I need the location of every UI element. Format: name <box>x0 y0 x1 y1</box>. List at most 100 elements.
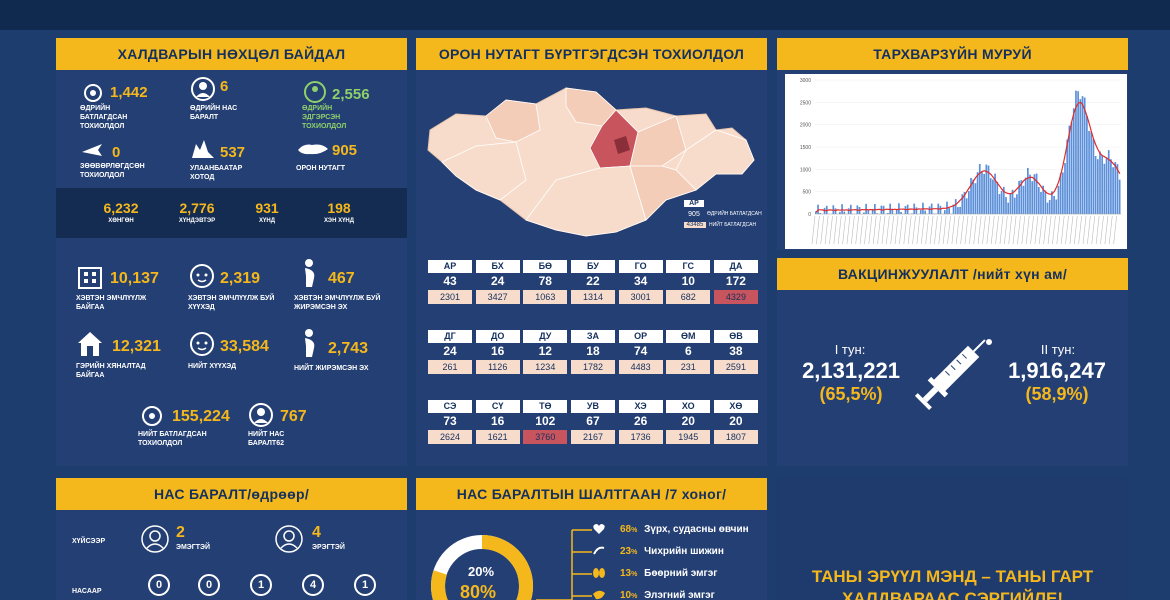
region-total: 2624 <box>428 430 472 444</box>
gender-row-label: ХҮЙСЭЭР <box>72 538 106 545</box>
region-daily-count: 172 <box>725 274 746 288</box>
baby-icon <box>190 264 214 288</box>
region-total: 261 <box>428 360 472 374</box>
virus-cluster-icon <box>142 406 162 426</box>
heart-icon <box>593 524 605 534</box>
epi-bar <box>1018 180 1020 214</box>
epi-bar <box>978 163 981 214</box>
y-tick-label: 1500 <box>800 145 811 151</box>
dose1-value: 2,131,221 <box>802 358 900 383</box>
epi-bar <box>900 211 902 214</box>
dose1-pct: (65,5%) <box>819 384 883 404</box>
epi-bar <box>996 181 999 214</box>
female-count: 2 <box>176 524 185 541</box>
epi-bar <box>992 179 994 214</box>
region-daily-count: 22 <box>586 274 600 288</box>
severity-mild: 6,232 ХӨНГӨН <box>103 200 139 224</box>
epi-bar <box>1077 91 1079 214</box>
epi-bar <box>965 198 968 214</box>
epi-bar <box>1040 191 1042 214</box>
legend-code: АР <box>684 200 704 207</box>
region-cell: ЗА 18 1782 <box>570 330 615 374</box>
epi-bar <box>961 194 964 214</box>
region-total: 1063 <box>523 290 568 304</box>
age-group-5: 1 <box>354 574 376 596</box>
region-cell: ДО 16 1126 <box>475 330 520 374</box>
region-total: 1945 <box>666 430 711 444</box>
epi-bar <box>847 208 850 214</box>
region-total: 1126 <box>475 360 520 374</box>
epi-bar <box>1090 131 1093 214</box>
age-group-2: 0 <box>198 574 220 596</box>
epi-bar <box>963 191 966 214</box>
vaccination-panel: ВАКЦИНЖУУЛАЛТ /нийт хүн ам/ I тун: 2,131… <box>777 258 1128 466</box>
epi-bar <box>983 173 985 214</box>
region-code: ЗА <box>570 330 615 343</box>
house-icon <box>78 332 102 356</box>
region-total: 2591 <box>713 360 758 374</box>
region-daily-count: 26 <box>633 414 648 428</box>
epi-bar <box>1110 159 1112 214</box>
region-total: 4329 <box>713 290 758 304</box>
region-cell: ХО 20 1945 <box>666 400 711 444</box>
region-cell: ДА 172 4329 <box>713 260 758 304</box>
epi-bar <box>1005 197 1007 214</box>
epi-bar <box>957 207 959 214</box>
epi-bar <box>876 213 878 214</box>
region-row: АР 43 2301 БХ 24 3427 БӨ 78 1063 БУ 22 1314 ГО 34 3001… <box>428 260 758 304</box>
y-tick-label: 2500 <box>800 100 811 106</box>
region-daily-count: 24 <box>443 344 457 358</box>
dose2-value: 1,916,247 <box>1008 358 1106 383</box>
epi-bar <box>1009 193 1012 214</box>
epi-bar <box>1057 185 1060 214</box>
regions-title: ОРОН НУТАГТ БҮРТГЭГДСЭН ТОХИОЛДОЛ <box>416 38 767 70</box>
epi-bar <box>994 173 996 214</box>
epi-bar <box>1086 116 1088 214</box>
epi-bar <box>1107 150 1110 214</box>
region-row: ДГ 24 261 ДО 16 1126 ДУ 12 1234 ЗА 18 1782 ОР 74 4483 Ө… <box>428 330 758 374</box>
pancreas-icon <box>593 546 605 555</box>
region-total: 1621 <box>475 430 520 444</box>
region-daily-count: 10 <box>681 274 695 288</box>
region-total: 1314 <box>570 290 615 304</box>
epi-bar <box>1088 130 1090 214</box>
region-daily-count: 102 <box>535 414 556 428</box>
epi-bar <box>1064 162 1066 214</box>
epi-bar <box>1068 125 1071 214</box>
region-total: 682 <box>666 290 711 304</box>
epi-bar <box>972 179 975 214</box>
region-code: СЭ <box>428 400 472 413</box>
epi-bar <box>968 191 970 214</box>
region-daily-count: 16 <box>490 414 505 428</box>
region-cell: УВ 67 2167 <box>570 400 615 444</box>
epi-bar <box>924 210 926 214</box>
pregnant-icon <box>305 259 315 287</box>
epi-bar <box>1075 90 1077 214</box>
region-daily-count: 78 <box>538 274 552 288</box>
region-code: ДГ <box>428 330 472 343</box>
region-cell: ДУ 12 1234 <box>523 330 568 374</box>
epi-bar <box>1072 108 1075 214</box>
epi-bar <box>1083 97 1086 214</box>
epi-bar <box>834 208 837 214</box>
epi-curve-title: ТАРХВАРЗҮЙН МУРУЙ <box>777 38 1128 70</box>
region-cell: БХ 24 3427 <box>475 260 520 304</box>
slogan-text: ТАНЫ ЭРҮҮЛ МЭНД – ТАНЫ ГАРТ ХАЛДВАРААС С… <box>811 567 1094 600</box>
epi-bar <box>1048 199 1051 214</box>
vaccination-title: ВАКЦИНЖУУЛАЛТ /нийт хүн ам/ <box>777 258 1128 290</box>
epi-bar <box>959 206 961 214</box>
region-cell: ӨМ 6 231 <box>666 330 711 374</box>
epi-bar <box>1037 186 1040 214</box>
epi-bar <box>887 212 889 214</box>
region-code: ДО <box>475 330 520 343</box>
epi-bar <box>1031 181 1034 214</box>
region-cell: СЭ 73 2624 <box>428 400 472 444</box>
region-daily-count: 20 <box>681 414 695 428</box>
region-code: ГС <box>666 260 711 273</box>
hospital-icon <box>78 267 102 289</box>
epi-bar <box>1099 151 1101 214</box>
kidney-icon <box>593 568 605 578</box>
epi-bar <box>1118 179 1121 214</box>
region-code: ХО <box>666 400 711 413</box>
region-code: ХЭ <box>618 400 663 413</box>
